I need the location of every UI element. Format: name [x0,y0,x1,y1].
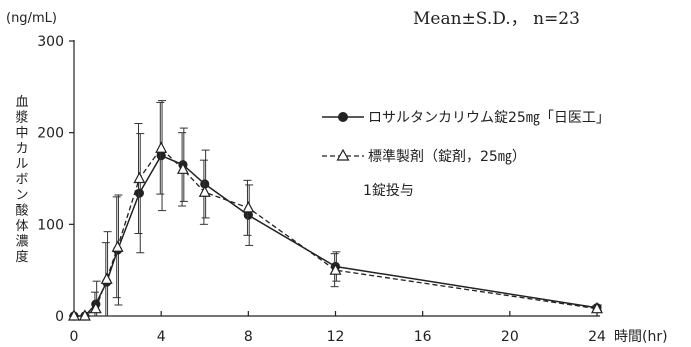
x-tick-label: 8 [244,329,253,345]
legend-marker-test [338,112,348,122]
y-tick-label: 0 [55,309,64,325]
legend-label-reference: 標準製剤（錠剤，25㎎） [368,149,526,165]
data-point [200,179,210,189]
x-tick-label: 4 [157,329,166,345]
plot-area [68,100,603,321]
data-point [198,185,211,197]
data-point [329,263,342,275]
x-ticks: 0 4 8 12 16 20 24 [70,311,606,345]
legend: ロサルタンカリウム錠25㎎「日医工」 標準製剤（錠剤，25㎎） 1錠投与 [322,110,610,199]
data-point [155,141,168,153]
data-point [156,150,166,161]
y-tick-label: 200 [37,126,64,142]
y-ticks: 0 100 200 300 [37,34,74,325]
x-tick-label: 20 [501,329,519,345]
dose-note: 1錠投与 [363,183,414,199]
series-line [74,147,598,317]
series-test [69,100,602,321]
stats-note: Mean±S.D.， n=23 [413,9,580,29]
data-point [89,301,102,314]
legend-label-test: ロサルタンカリウム錠25㎎「日医工」 [368,110,610,126]
y-unit-label: (ng/mL) [6,11,57,26]
data-point [100,272,113,284]
data-point [111,240,124,252]
data-point [176,162,189,174]
x-tick-label: 0 [70,329,79,345]
data-point [243,210,253,220]
y-tick-label: 100 [37,217,64,233]
legend-marker-reference [336,148,350,161]
data-point [78,309,91,321]
y-tick-label: 300 [37,34,64,50]
x-axis-label: 時間(hr) [614,329,668,345]
data-point [68,309,80,321]
x-tick-label: 16 [414,329,432,345]
y-axis-label-text: 血漿中カルボン酸体濃度 [15,95,28,265]
series-reference [68,101,603,321]
data-point [242,201,255,213]
series-line [74,154,598,317]
y-axis-label: 血漿中カルボン酸体濃度 [15,95,28,265]
data-point [134,188,144,198]
x-tick-label: 24 [588,329,606,345]
x-tick-label: 12 [327,329,345,345]
data-point [591,301,603,314]
data-point [133,171,146,184]
